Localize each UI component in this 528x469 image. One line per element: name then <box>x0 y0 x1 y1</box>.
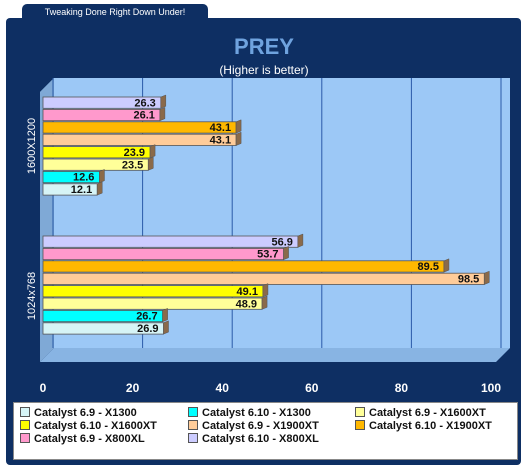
category-labels: 1600X1200 1024x768 <box>26 118 38 320</box>
chart-subtitle: (Higher is better) <box>219 63 309 77</box>
bar-value-label: 26.9 <box>137 323 158 335</box>
bar-face <box>42 260 445 273</box>
bar-face <box>42 121 237 134</box>
bar-face <box>42 247 284 261</box>
legend: Catalyst 6.9 - X1300 Catalyst 6.10 - X130… <box>13 402 518 460</box>
legend-item: Catalyst 6.9 - X1600XT <box>355 407 486 419</box>
bar-end <box>262 283 269 298</box>
bar-value-label: 53.7 <box>257 249 278 261</box>
x-tick-label: 0 <box>40 381 47 395</box>
bar-end <box>96 181 103 196</box>
bar-end <box>163 320 169 335</box>
category-label: 1024x768 <box>26 272 38 320</box>
legend-swatch <box>355 420 365 430</box>
bar: 23.5 <box>42 156 154 171</box>
legend-swatch <box>20 420 30 430</box>
bar-value-label: 43.1 <box>210 135 231 147</box>
legend-label: Catalyst 6.9 - X1300 <box>34 407 137 419</box>
bar: 26.7 <box>42 308 168 323</box>
legend-item: Catalyst 6.10 - X1300 <box>188 407 311 419</box>
bar-end <box>160 94 167 109</box>
bar-value-label: 56.9 <box>271 236 292 248</box>
legend-swatch <box>188 407 198 417</box>
bar-value-label: 26.3 <box>134 97 155 109</box>
bar-end <box>484 270 490 285</box>
bar: 98.5 <box>42 270 490 286</box>
bar-value-label: 23.5 <box>122 159 143 171</box>
bar-end <box>99 169 105 184</box>
bar-end <box>235 119 242 134</box>
bar: 12.6 <box>42 169 105 184</box>
bar-value-label: 26.1 <box>134 110 155 122</box>
bar-value-label: 26.7 <box>136 311 157 323</box>
bar-face <box>42 272 485 285</box>
legend-item: Catalyst 6.10 - X1900XT <box>355 420 492 432</box>
bar-end <box>443 258 450 273</box>
bar: 53.7 <box>42 246 289 261</box>
bar: 43.1 <box>42 119 242 134</box>
bar-value-label: 23.9 <box>124 147 145 159</box>
bar: 26.3 <box>42 94 167 109</box>
bar-face <box>42 235 299 248</box>
bar-end <box>149 144 156 159</box>
bars-group: 26.326.1 43.143.1 23.923.5 12.612.1 56.953.7… <box>42 94 490 335</box>
legend-item: Catalyst 6.9 - X800XL <box>20 433 145 445</box>
legend-label: Catalyst 6.9 - X1900XT <box>202 420 319 432</box>
site-banner: Tweaking Done Right Down Under! <box>22 4 208 20</box>
bar-value-label: 43.1 <box>210 122 231 134</box>
legend-label: Catalyst 6.9 - X1600XT <box>369 407 486 419</box>
legend-item: Catalyst 6.9 - X1300 <box>20 407 137 419</box>
legend-label: Catalyst 6.10 - X1900XT <box>369 420 492 432</box>
bar-end <box>283 246 289 261</box>
bar-value-label: 48.9 <box>236 298 257 310</box>
bar-end <box>162 308 168 323</box>
bar-face <box>42 133 237 146</box>
bar-end <box>297 233 304 248</box>
bar-face <box>42 297 263 310</box>
bar: 89.5 <box>42 258 450 273</box>
legend-item: Catalyst 6.10 - X800XL <box>188 433 319 445</box>
legend-swatch <box>188 420 198 430</box>
legend-label: Catalyst 6.10 - X800XL <box>202 433 319 445</box>
bar-value-label: 12.1 <box>71 184 92 196</box>
bar: 26.1 <box>42 107 166 122</box>
legend-swatch <box>20 433 30 443</box>
bar-end <box>235 131 242 146</box>
bar: 56.9 <box>42 233 304 248</box>
bar: 12.1 <box>42 181 103 196</box>
legend-label: Catalyst 6.9 - X800XL <box>34 433 145 445</box>
legend-swatch <box>355 407 365 417</box>
x-tick-label: 20 <box>126 381 140 395</box>
legend-item: Catalyst 6.9 - X1900XT <box>188 420 319 432</box>
legend-swatch <box>188 433 198 443</box>
bar-value-label: 98.5 <box>458 274 479 286</box>
bar-value-label: 12.6 <box>73 172 94 184</box>
bar: 23.9 <box>42 144 156 159</box>
bar: 49.1 <box>42 283 269 298</box>
bar: 48.9 <box>42 295 268 310</box>
bar: 43.1 <box>42 131 242 147</box>
bar: 26.9 <box>42 320 169 335</box>
legend-label: Catalyst 6.10 - X1300 <box>202 407 311 419</box>
bar-end <box>261 295 268 310</box>
x-tick-label: 80 <box>395 381 409 395</box>
bar-face <box>42 285 264 298</box>
plot-floor <box>40 348 510 362</box>
bar-value-label: 89.5 <box>418 261 439 273</box>
legend-item: Catalyst 6.10 - X1600XT <box>20 420 157 432</box>
legend-label: Catalyst 6.10 - X1600XT <box>34 420 157 432</box>
bar-value-label: 49.1 <box>237 286 258 298</box>
x-tick-label: 40 <box>216 381 230 395</box>
x-axis-ticks: 0 20 40 60 80 100 <box>40 381 502 395</box>
x-tick-label: 60 <box>305 381 319 395</box>
category-label: 1600X1200 <box>26 118 38 174</box>
bar-end <box>148 156 154 171</box>
legend-swatch <box>20 407 30 417</box>
x-tick-label: 100 <box>481 381 501 395</box>
bar-end <box>159 107 166 122</box>
chart-title: PREY <box>234 34 294 59</box>
